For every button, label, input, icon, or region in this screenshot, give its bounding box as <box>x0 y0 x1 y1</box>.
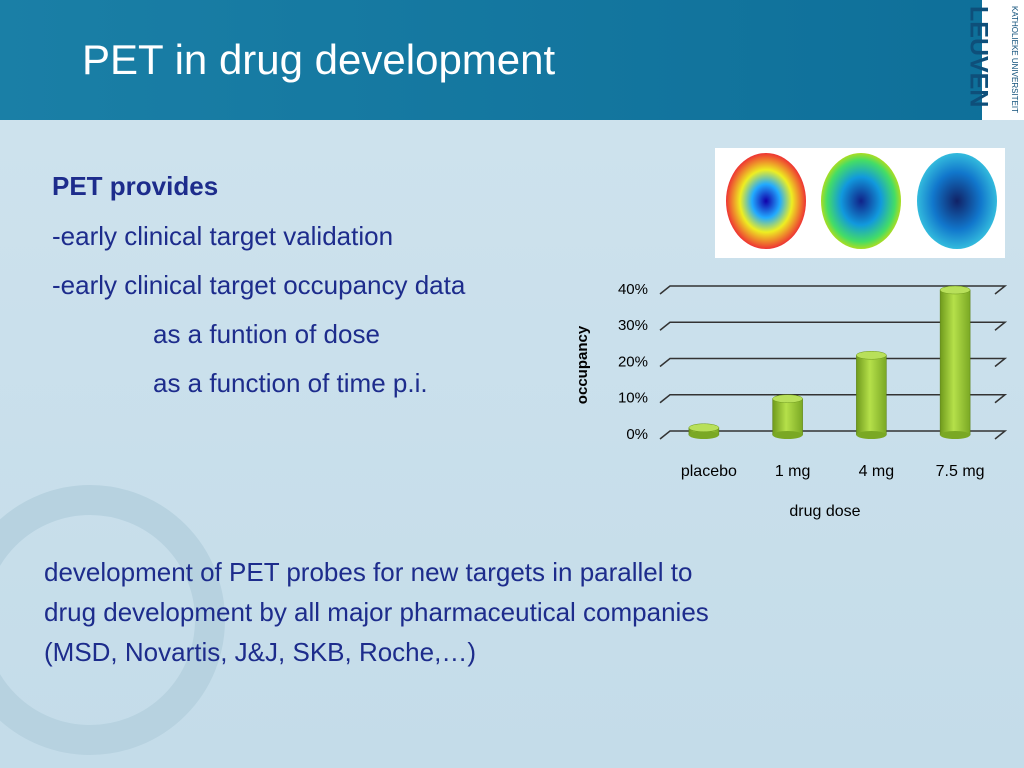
bar-part <box>939 285 971 295</box>
brain-image <box>917 153 997 249</box>
logo-name: LEUVEN <box>964 6 992 107</box>
bar <box>688 423 720 439</box>
paragraph-line: development of PET probes for new target… <box>44 557 693 587</box>
x-tick-label: 1 mg <box>775 463 811 480</box>
bullet: -early clinical target occupancy data <box>52 270 466 300</box>
sub-bullet: as a function of time p.i. <box>153 368 428 398</box>
bar-part <box>772 431 803 439</box>
logo-top: KATHOLIEKE UNIVERSITEIT <box>1010 6 1019 113</box>
grid-line <box>659 357 1008 368</box>
y-tick-label: 20% <box>618 353 648 370</box>
grid-line <box>659 430 1008 440</box>
watermark <box>0 485 225 755</box>
chart: occupancy drug dose 0% 10% 20% 30% 40% placeb… <box>574 281 1008 520</box>
bar-part <box>940 431 971 439</box>
bar-part <box>856 431 887 439</box>
bar <box>772 394 803 439</box>
y-tick-label: 30% <box>618 317 648 334</box>
brain-image <box>821 153 901 249</box>
grid-line <box>659 285 1008 295</box>
y-tick-label: 40% <box>618 281 648 298</box>
paragraph-line: drug development by all major pharmaceut… <box>44 597 709 627</box>
y-tick-label: 0% <box>626 426 648 443</box>
grid-line <box>659 321 1008 331</box>
bar <box>939 285 971 439</box>
x-axis-label: drug dose <box>789 503 860 520</box>
x-tick-label: 4 mg <box>859 463 895 480</box>
bar-part <box>856 351 887 360</box>
bar <box>856 351 887 439</box>
logo-box <box>982 0 1024 120</box>
y-axis-label: occupancy <box>574 325 591 404</box>
bar-part <box>856 355 887 436</box>
header-bar <box>0 0 1024 120</box>
x-tick-label: 7.5 mg <box>936 463 985 480</box>
grid-line <box>659 394 1008 404</box>
sub-bullet: as a funtion of dose <box>153 319 380 349</box>
brain-image <box>726 153 806 249</box>
bar-part <box>688 423 720 432</box>
y-tick-label: 10% <box>618 390 648 407</box>
slide-title: PET in drug development <box>82 36 556 83</box>
bar-part <box>772 398 803 436</box>
bar-part <box>688 431 719 439</box>
bullet: -early clinical target validation <box>52 221 394 251</box>
bar-part <box>939 289 971 436</box>
heading: PET provides <box>52 171 219 201</box>
paragraph-line: (MSD, Novartis, J&J, SKB, Roche,…) <box>44 637 476 667</box>
bar-part <box>772 394 803 403</box>
x-tick-label: placebo <box>681 463 737 480</box>
